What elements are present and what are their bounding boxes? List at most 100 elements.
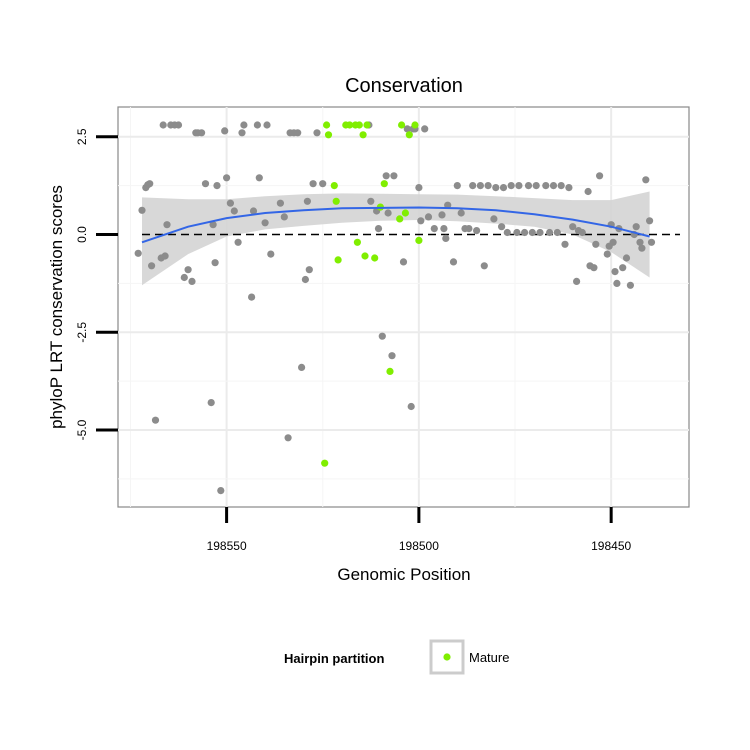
- point-other: [415, 184, 423, 192]
- point-mature: [324, 131, 333, 139]
- smooth-line: [141, 206, 650, 244]
- point-other: [146, 180, 154, 188]
- point-mature: [363, 121, 371, 129]
- point-other: [492, 184, 500, 192]
- point-other: [622, 254, 631, 262]
- point-other: [528, 228, 536, 237]
- x-axis-title: Genomic Position: [337, 565, 470, 584]
- point-other: [569, 223, 577, 231]
- point-other: [263, 121, 271, 129]
- chart-title: Conservation: [345, 75, 463, 97]
- legend: Hairpin partition Mature: [284, 639, 509, 675]
- x-tick-label: 198550: [207, 539, 247, 553]
- point-mature: [321, 459, 329, 467]
- point-other: [163, 221, 171, 229]
- point-other: [284, 434, 292, 442]
- point-mature: [415, 236, 423, 244]
- point-other: [515, 182, 523, 190]
- point-other: [188, 277, 196, 285]
- point-other: [469, 182, 477, 190]
- point-mature: [355, 121, 363, 129]
- point-mature: [359, 131, 367, 139]
- point-mature: [353, 238, 361, 246]
- point-other: [484, 182, 492, 190]
- point-other: [647, 238, 656, 246]
- point-other: [498, 223, 506, 231]
- point-other: [590, 264, 598, 272]
- point-other: [421, 125, 429, 133]
- point-mature: [396, 215, 404, 223]
- point-other: [313, 129, 321, 137]
- point-other: [507, 182, 515, 190]
- point-other: [438, 211, 446, 219]
- point-other: [303, 197, 311, 205]
- point-other: [424, 213, 433, 221]
- point-other: [134, 249, 142, 257]
- point-other: [276, 199, 284, 207]
- point-other: [603, 250, 611, 258]
- point-other: [255, 174, 263, 182]
- point-other: [221, 127, 229, 135]
- point-other: [457, 209, 465, 217]
- point-other: [223, 174, 231, 182]
- confidence-band-layer: [142, 191, 650, 286]
- point-other: [524, 182, 533, 190]
- point-mature: [380, 180, 388, 188]
- point-mature: [361, 252, 369, 260]
- point-other: [399, 258, 408, 266]
- point-other: [619, 264, 627, 272]
- point-other: [499, 184, 508, 192]
- point-other: [536, 228, 544, 237]
- point-other: [565, 184, 573, 192]
- point-other: [378, 332, 386, 340]
- point-other: [198, 129, 206, 137]
- y-tick-label: -2.5: [75, 322, 89, 343]
- point-other: [230, 207, 238, 215]
- point-other: [513, 228, 521, 237]
- point-other: [226, 199, 234, 207]
- point-other: [578, 228, 586, 237]
- point-other: [642, 176, 650, 184]
- point-other: [298, 363, 306, 371]
- point-other: [573, 277, 581, 285]
- point-other: [442, 234, 450, 242]
- point-other: [490, 215, 498, 223]
- legend-key-box: [429, 639, 465, 675]
- point-other: [161, 252, 169, 260]
- point-mature: [371, 254, 379, 262]
- point-other: [207, 399, 215, 407]
- point-other: [384, 209, 392, 217]
- point-other: [542, 182, 550, 190]
- x-tick-label: 198500: [399, 539, 439, 553]
- point-other: [234, 238, 242, 246]
- point-other: [449, 258, 458, 266]
- point-other: [184, 266, 192, 274]
- point-other: [309, 180, 317, 188]
- point-other: [546, 228, 554, 237]
- point-other: [636, 238, 644, 246]
- point-other: [138, 206, 146, 214]
- point-other: [305, 266, 313, 274]
- point-other: [561, 240, 569, 248]
- y-tick-label: 2.5: [75, 128, 89, 145]
- point-other: [403, 125, 411, 133]
- point-other: [280, 213, 288, 221]
- point-other: [453, 182, 461, 190]
- point-other: [549, 182, 558, 190]
- point-other: [267, 250, 275, 258]
- point-other: [294, 129, 302, 137]
- point-other: [521, 228, 529, 237]
- confidence-band: [142, 191, 650, 286]
- point-other: [626, 281, 635, 289]
- point-mature: [323, 121, 331, 129]
- point-other: [390, 172, 398, 180]
- point-other: [248, 293, 256, 301]
- point-other: [253, 121, 261, 129]
- point-other: [465, 225, 473, 233]
- point-other: [473, 227, 481, 235]
- point-other: [407, 402, 415, 411]
- point-other: [503, 228, 511, 237]
- point-other: [532, 182, 540, 190]
- point-other: [319, 180, 327, 188]
- point-other: [211, 259, 219, 267]
